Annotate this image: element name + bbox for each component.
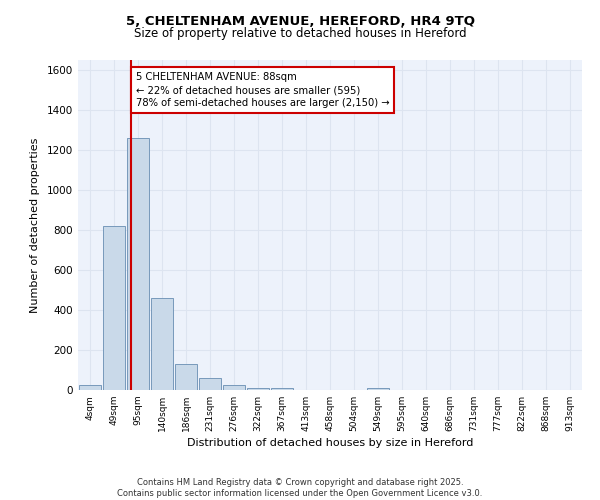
Text: 5, CHELTENHAM AVENUE, HEREFORD, HR4 9TQ: 5, CHELTENHAM AVENUE, HEREFORD, HR4 9TQ (125, 15, 475, 28)
Text: Size of property relative to detached houses in Hereford: Size of property relative to detached ho… (134, 28, 466, 40)
X-axis label: Distribution of detached houses by size in Hereford: Distribution of detached houses by size … (187, 438, 473, 448)
Y-axis label: Number of detached properties: Number of detached properties (30, 138, 40, 312)
Bar (199, 378, 221, 390)
Bar (151, 298, 173, 390)
Bar (271, 388, 293, 390)
Bar (103, 226, 125, 390)
Text: Contains HM Land Registry data © Crown copyright and database right 2025.
Contai: Contains HM Land Registry data © Crown c… (118, 478, 482, 498)
Bar (79, 385, 101, 390)
Bar (127, 138, 149, 390)
Text: 5 CHELTENHAM AVENUE: 88sqm
← 22% of detached houses are smaller (595)
78% of sem: 5 CHELTENHAM AVENUE: 88sqm ← 22% of deta… (136, 72, 389, 108)
Bar (247, 388, 269, 390)
Bar (223, 385, 245, 390)
Bar (367, 388, 389, 390)
Bar (175, 364, 197, 390)
